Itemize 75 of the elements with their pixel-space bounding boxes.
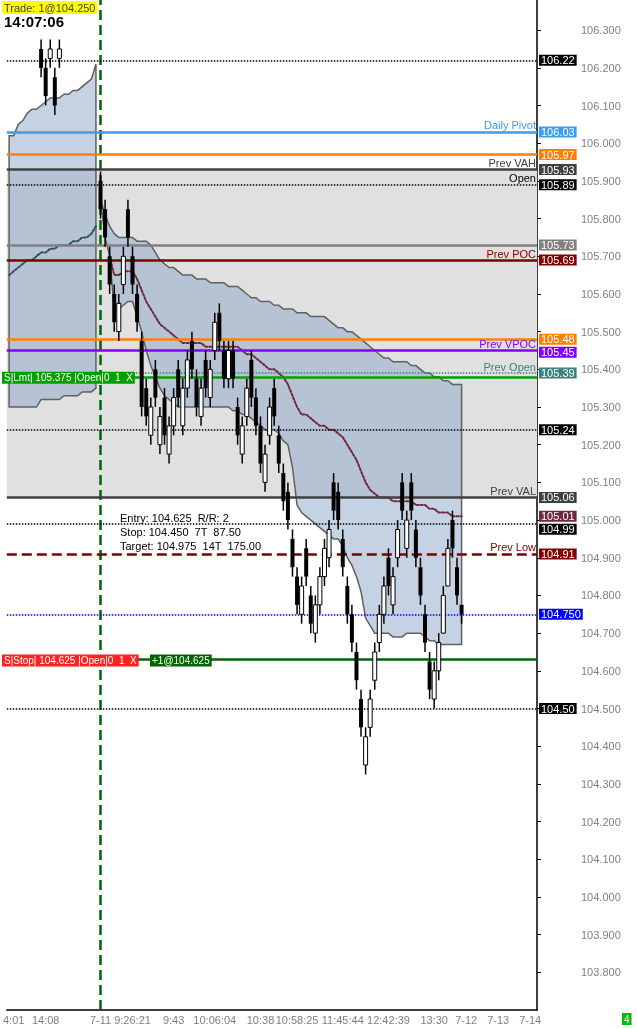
ref-line-label: Daily Pivot	[484, 119, 536, 132]
y-tick-label: 104.200	[581, 815, 621, 828]
text: 105.06	[541, 491, 575, 504]
annotation: S|Lmt| 105.375 |Open|0 1 X	[4, 372, 134, 384]
x-tick-label: 4:01	[2, 1013, 25, 1026]
line-series	[8, 225, 97, 277]
text: 105.45	[541, 346, 575, 359]
y-tick-label: 105.000	[581, 514, 621, 527]
y-tick-label: 104.400	[581, 740, 621, 753]
x-tick-label: 7-11	[89, 1013, 112, 1026]
ref-line-label: Prev VPOC	[479, 337, 537, 350]
y-tick-label: 104.300	[581, 777, 621, 790]
y-tick-label: 105.500	[581, 325, 621, 338]
y-tick-label: 104.700	[581, 627, 621, 640]
y-tick-label: 106.300	[581, 24, 621, 37]
x-tick-label: 9:43	[162, 1013, 185, 1026]
text: 104.91	[541, 547, 575, 560]
annotation: 14:07:06	[4, 13, 65, 30]
x-tick-label: 7-13	[487, 1013, 510, 1026]
y-tick-label: 104.800	[581, 589, 621, 602]
y-tick-label: 103.900	[581, 928, 621, 941]
text: 106.22	[541, 54, 575, 67]
x-tick-label: 10:58:25	[275, 1013, 319, 1026]
y-tick-label: 105.400	[581, 363, 621, 376]
ref-line-label: Prev POC	[486, 247, 537, 260]
y-tick-label: 104.100	[581, 853, 621, 866]
x-tick-label: 9:26:21	[114, 1013, 151, 1026]
ref-line-label: Prev Open	[483, 360, 536, 373]
text: 104.99	[541, 523, 575, 536]
y-tick-label: 105.300	[581, 401, 621, 414]
y-tick-label: 105.700	[581, 250, 621, 263]
text: 4	[624, 1013, 630, 1025]
x-tick-label: 7-12	[455, 1013, 478, 1026]
text: 105.93	[541, 163, 575, 176]
y-tick-label: 105.900	[581, 174, 621, 187]
text: 105.48	[541, 333, 575, 346]
ref-line-label: Prev Low	[490, 541, 537, 554]
y-tick-label: 106.100	[581, 99, 621, 112]
x-tick-label: 7-14	[519, 1013, 542, 1026]
annotation: Trade: 1@104.250	[4, 1, 96, 14]
annotation: S|Stop| 104.625 |Open|0 1 X	[4, 654, 138, 666]
ref-line-label: Prev VAL	[490, 484, 536, 497]
annotation: Entry: 104.625 R/R: 2	[120, 511, 229, 524]
y-tick-label: 105.600	[581, 287, 621, 300]
ref-line-label: Open	[509, 172, 536, 185]
y-tick-label: 106.200	[581, 61, 621, 74]
text: 106.03	[541, 125, 575, 138]
x-tick-label: 12:42:39	[367, 1013, 410, 1026]
x-tick-label: 10:38	[246, 1013, 275, 1026]
y-tick-label: 103.800	[581, 966, 621, 979]
text: 105.39	[541, 367, 575, 380]
annotation: Stop: 104.450 7T 87.50	[120, 525, 241, 538]
y-tick-label: 104.900	[581, 551, 621, 564]
annotation: +1@104.625	[152, 654, 211, 666]
text: 105.89	[541, 178, 575, 191]
x-tick-label: 11:45:44	[321, 1013, 364, 1026]
y-tick-label: 104.600	[581, 664, 621, 677]
y-tick-label: 105.100	[581, 476, 621, 489]
text: 105.73	[541, 238, 575, 251]
text: 105.69	[541, 254, 575, 267]
text: 104.50	[541, 702, 575, 715]
text: 105.24	[541, 423, 575, 436]
text: 105.01	[541, 510, 575, 523]
y-tick-label: 106.000	[581, 137, 621, 150]
x-tick-label: 10:06:04	[193, 1013, 237, 1026]
ref-line-label: Prev VAH	[488, 157, 537, 170]
x-tick-label: 13:30	[420, 1013, 448, 1026]
annotation: Target: 104.975 14T 175.00	[120, 539, 262, 552]
x-tick-label: 14:08	[31, 1013, 60, 1026]
y-tick-label: 105.200	[581, 438, 621, 451]
text: 104.750	[541, 608, 581, 621]
y-tick-label: 105.800	[581, 212, 621, 225]
text: 105.97	[541, 148, 575, 161]
y-tick-label: 104.500	[581, 702, 621, 715]
y-tick-label: 104.000	[581, 890, 621, 903]
